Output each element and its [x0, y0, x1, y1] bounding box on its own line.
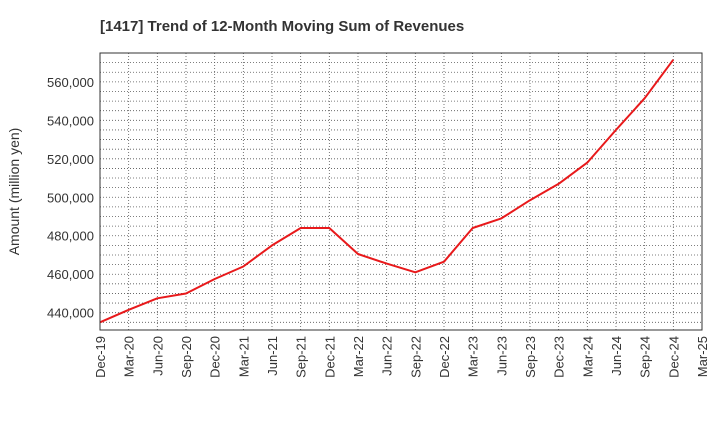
- x-tick-label: Dec-19: [93, 336, 108, 378]
- x-tick-label: Jun-23: [494, 336, 509, 376]
- y-tick-label: 560,000: [47, 75, 94, 90]
- x-tick-label: Sep-23: [523, 336, 538, 378]
- x-tick-label: Dec-24: [666, 336, 681, 378]
- y-tick-label: 460,000: [47, 267, 94, 282]
- grid-lines: [100, 53, 702, 330]
- x-tick-label: Sep-21: [294, 336, 309, 378]
- y-tick-labels: 440,000 460,000 480,000 500,000 520,000 540,0…: [47, 75, 94, 321]
- chart-title: [1417] Trend of 12-Month Moving Sum of R…: [100, 18, 464, 35]
- y-axis-label: Amount (million yen): [6, 128, 22, 256]
- x-tick-label: Dec-21: [322, 336, 337, 378]
- y-tick-label: 480,000: [47, 229, 94, 244]
- x-tick-label: Sep-24: [638, 336, 653, 378]
- x-tick-label: Mar-24: [580, 336, 595, 377]
- x-tick-labels: Dec-19 Mar-20 Jun-20 Sep-20 Dec-20 Mar-21 Jun-…: [93, 336, 710, 378]
- x-tick-label: Mar-22: [351, 336, 366, 377]
- y-tick-label: 440,000: [47, 306, 94, 321]
- x-tick-label: Jun-21: [265, 336, 280, 376]
- x-tick-label: Dec-23: [552, 336, 567, 378]
- x-tick-label: Sep-20: [179, 336, 194, 378]
- x-tick-label: Mar-20: [122, 336, 137, 377]
- y-tick-label: 520,000: [47, 152, 94, 167]
- x-tick-label: Mar-23: [466, 336, 481, 377]
- x-tick-label: Mar-21: [236, 336, 251, 377]
- x-tick-label: Jun-24: [609, 336, 624, 376]
- x-tick-label: Mar-25: [695, 336, 710, 377]
- x-tick-label: Dec-22: [437, 336, 452, 378]
- x-tick-label: Dec-20: [208, 336, 223, 378]
- series-layer: [99, 59, 675, 324]
- x-tick-label: Jun-22: [380, 336, 395, 376]
- x-tick-label: Sep-22: [408, 336, 423, 378]
- series-line: [99, 59, 675, 324]
- x-tick-label: Jun-20: [150, 336, 165, 376]
- y-tick-label: 500,000: [47, 190, 94, 205]
- plot-frame: [99, 52, 703, 331]
- y-tick-label: 540,000: [47, 113, 94, 128]
